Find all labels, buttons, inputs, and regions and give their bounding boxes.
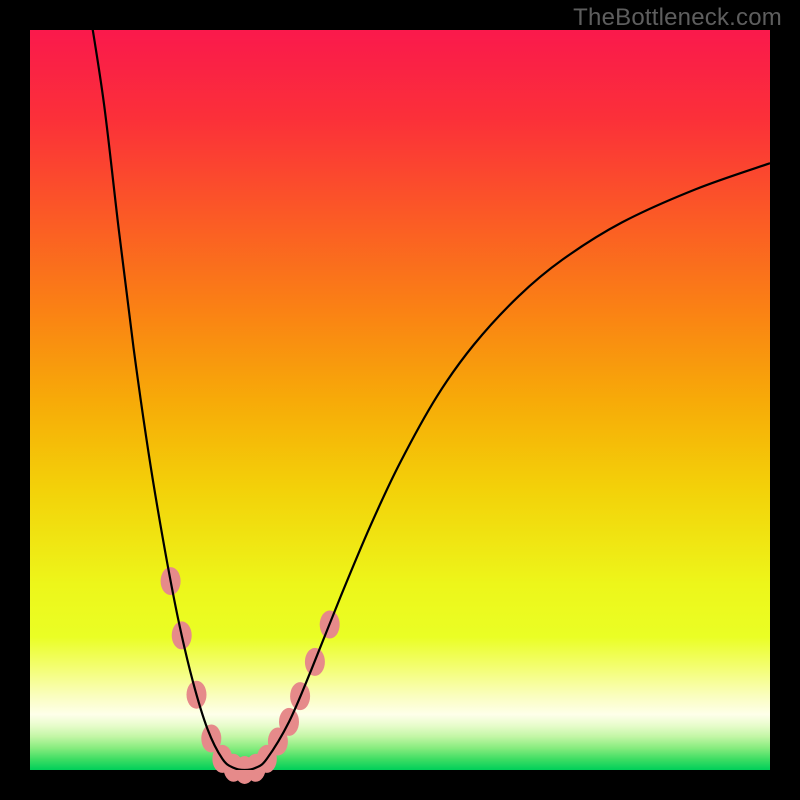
bottleneck-plot: [0, 0, 800, 800]
